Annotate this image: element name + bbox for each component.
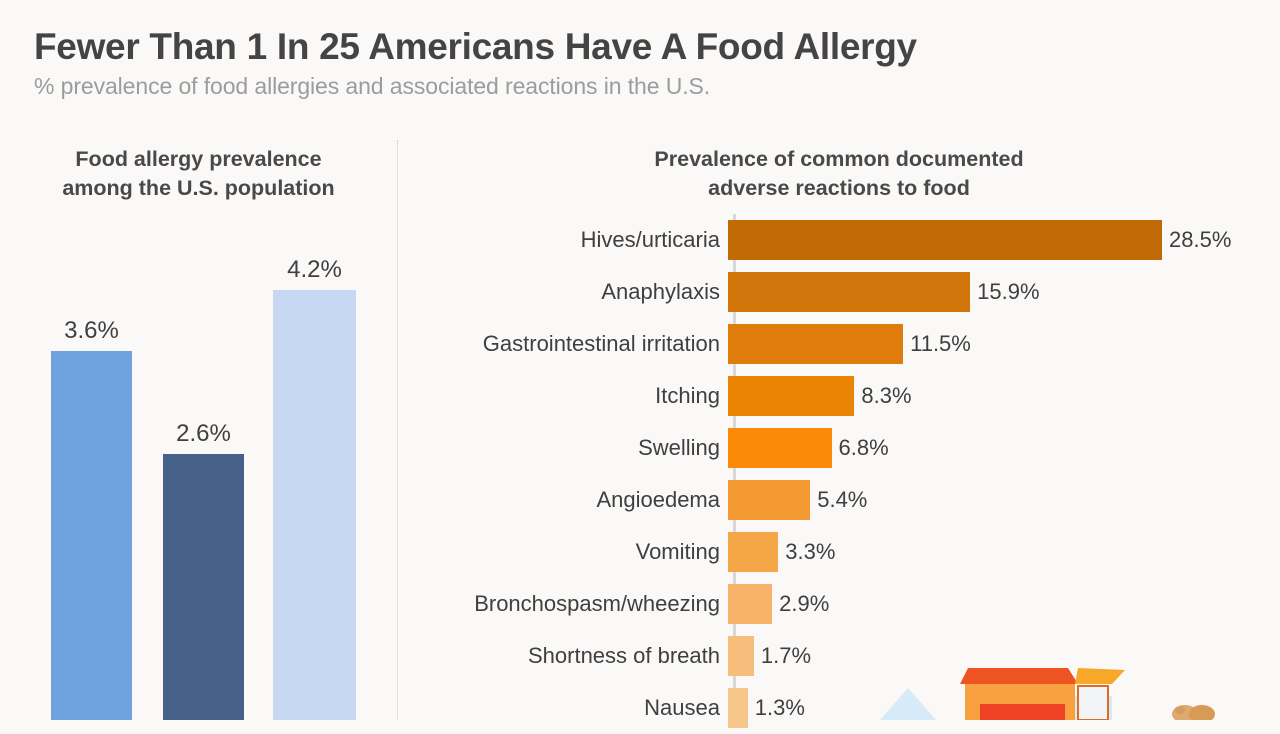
left-chart-title: Food allergy prevalence among the U.S. p… bbox=[0, 140, 397, 203]
bar-fill bbox=[728, 584, 773, 624]
column-bar bbox=[163, 453, 244, 720]
bar-fill bbox=[728, 480, 811, 520]
bar-category-label: Itching bbox=[655, 383, 720, 408]
bar-value-label: 15.9% bbox=[977, 279, 1040, 304]
bar-category-label: Swelling bbox=[638, 435, 720, 460]
bar-track: 2.9% bbox=[728, 578, 1280, 630]
bar-track: 28.5% bbox=[728, 214, 1280, 266]
bar-track: 11.5% bbox=[728, 318, 1280, 370]
bar-fill bbox=[728, 376, 855, 416]
column-bar-value-label: 3.6% bbox=[64, 317, 119, 345]
bar-value-label: 5.4% bbox=[817, 487, 868, 512]
bar-category-label: Bronchospasm/wheezing bbox=[474, 591, 720, 616]
column-bar-group: 4.2% bbox=[273, 256, 356, 720]
bar-value-label: 2.9% bbox=[779, 591, 830, 616]
left-chart-title-line2: among the U.S. population bbox=[62, 176, 335, 201]
bar-category-label: Vomiting bbox=[635, 539, 720, 564]
bar-row: Swelling 6.8% bbox=[398, 422, 1280, 474]
bar-category-label: Anaphylaxis bbox=[601, 279, 720, 304]
bar-fill bbox=[728, 428, 832, 468]
bar-fill bbox=[728, 220, 1162, 260]
food-allergy-prevalence-column-chart: 3.6% 2.6% 4.2% bbox=[0, 218, 397, 720]
bar-fill bbox=[728, 532, 779, 572]
bar-track: 15.9% bbox=[728, 266, 1280, 318]
bar-value-label: 11.5% bbox=[910, 331, 971, 356]
bar-row: Nausea 1.3% bbox=[398, 682, 1280, 734]
page-title: Fewer Than 1 In 25 Americans Have A Food… bbox=[34, 26, 917, 67]
bar-value-label: 8.3% bbox=[861, 383, 912, 408]
panel-divider bbox=[397, 140, 399, 720]
bar-value-label: 6.8% bbox=[838, 435, 889, 460]
bar-track: 6.8% bbox=[728, 422, 1280, 474]
bar-value-label: 1.3% bbox=[754, 695, 805, 720]
bar-fill bbox=[728, 688, 748, 728]
bar-category-label: Gastrointestinal irritation bbox=[482, 331, 720, 356]
bar-row: Bronchospasm/wheezing 2.9% bbox=[398, 578, 1280, 630]
bar-value-label: 1.7% bbox=[760, 643, 812, 668]
right-chart-panel: Prevalence of common documented adverse … bbox=[398, 140, 1280, 728]
adverse-reactions-bar-chart: Hives/urticaria 28.5% Anaphylaxis 15.9% Gast… bbox=[398, 214, 1280, 734]
left-chart-title-line1: Food allergy prevalence bbox=[75, 147, 322, 171]
bar-value-label: 28.5% bbox=[1169, 227, 1232, 252]
bar-row: Itching 8.3% bbox=[398, 370, 1280, 422]
bar-row: Angioedema 5.4% bbox=[398, 474, 1280, 526]
bar-category-label: Nausea bbox=[644, 695, 720, 720]
bar-row: Anaphylaxis 15.9% bbox=[398, 266, 1280, 318]
right-chart-title: Prevalence of common documented adverse … bbox=[398, 140, 1280, 203]
bar-row: Shortness of breath 1.7% bbox=[398, 630, 1280, 682]
bar-category-label: Hives/urticaria bbox=[580, 227, 720, 252]
left-chart-panel: Food allergy prevalence among the U.S. p… bbox=[0, 140, 397, 720]
column-bar-group: 2.6% bbox=[163, 420, 244, 720]
bar-track: 5.4% bbox=[728, 474, 1280, 526]
bar-track: 8.3% bbox=[728, 370, 1280, 422]
bar-row: Hives/urticaria 28.5% bbox=[398, 214, 1280, 266]
bar-track: 1.7% bbox=[728, 630, 1280, 682]
column-bar bbox=[273, 289, 356, 720]
right-chart-title-line2: adverse reactions to food bbox=[708, 176, 970, 201]
bar-fill bbox=[728, 324, 904, 364]
column-bar bbox=[51, 351, 132, 720]
bar-track: 3.3% bbox=[728, 526, 1280, 578]
bar-track: 1.3% bbox=[728, 682, 1280, 734]
column-bar-group: 3.6% bbox=[51, 317, 132, 720]
bar-fill bbox=[728, 272, 971, 312]
header: Fewer Than 1 In 25 Americans Have A Food… bbox=[34, 26, 1244, 100]
column-bar-value-label: 4.2% bbox=[287, 255, 342, 283]
bar-row: Vomiting 3.3% bbox=[398, 526, 1280, 578]
page-subtitle: % prevalence of food allergies and assoc… bbox=[34, 73, 711, 100]
right-chart-title-line1: Prevalence of common documented bbox=[654, 147, 1024, 171]
bar-row: Gastrointestinal irritation 11.5% bbox=[398, 318, 1280, 370]
bar-fill bbox=[728, 636, 754, 676]
bar-category-label: Angioedema bbox=[596, 487, 720, 512]
column-bar-value-label: 2.6% bbox=[176, 419, 231, 447]
bar-category-label: Shortness of breath bbox=[527, 643, 720, 668]
bar-value-label: 3.3% bbox=[785, 539, 836, 564]
